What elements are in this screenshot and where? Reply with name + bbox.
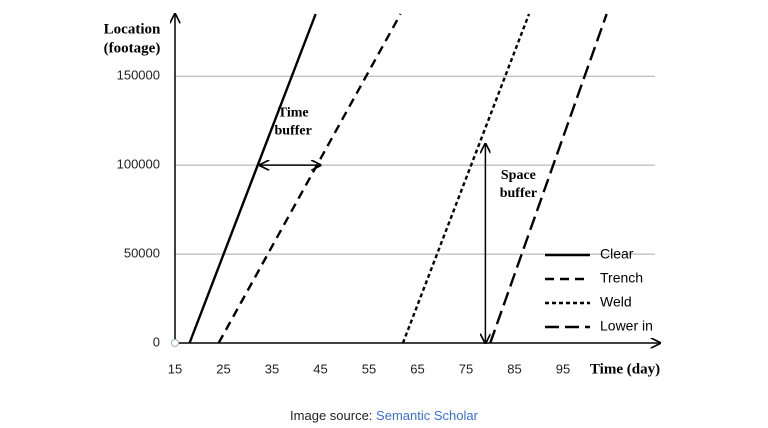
x-tick-label: 35	[265, 361, 279, 376]
legend-label: Weld	[600, 294, 632, 310]
page: Location (footage) Time (day) 0 50000 1000…	[103, 0, 768, 423]
legend-label: Trench	[600, 270, 643, 286]
x-tick-label: 95	[556, 361, 570, 376]
x-tick-label: 85	[507, 361, 521, 376]
origin	[171, 339, 179, 347]
y-tick-label: 150000	[117, 68, 160, 83]
series-line	[489, 13, 608, 344]
y-tick-label: 0	[153, 334, 160, 349]
y-tick-label: 50000	[124, 246, 160, 261]
series-line	[401, 13, 531, 344]
series-line	[217, 13, 402, 344]
legend-label: Lower in	[600, 318, 653, 334]
annotation-text: buffer	[275, 123, 312, 138]
x-tick-label: 25	[216, 361, 230, 376]
annotation-text: Time	[278, 105, 309, 120]
caption: Image source: Semantic Scholar	[0, 408, 768, 423]
x-axis-title: Time (day)	[590, 361, 660, 377]
annotation-text: buffer	[500, 186, 537, 201]
chart: Location (footage) Time (day) 0 50000 1000…	[104, 0, 768, 377]
y-axis-title: Location	[104, 21, 161, 37]
caption-text: Image source:	[290, 408, 373, 423]
x-tick-label: 45	[313, 361, 327, 376]
y-axis-title: (footage)	[104, 40, 161, 56]
series-line	[188, 13, 317, 344]
source-link[interactable]: Semantic Scholar	[376, 408, 478, 423]
legend-label: Clear	[600, 246, 634, 262]
x-tick-label: 55	[362, 361, 376, 376]
x-tick-label: 15	[168, 361, 182, 376]
x-tick-label: 65	[410, 361, 424, 376]
annotation-text: Space	[501, 168, 536, 183]
x-tick-label: 75	[459, 361, 473, 376]
y-tick-label: 100000	[117, 157, 160, 172]
